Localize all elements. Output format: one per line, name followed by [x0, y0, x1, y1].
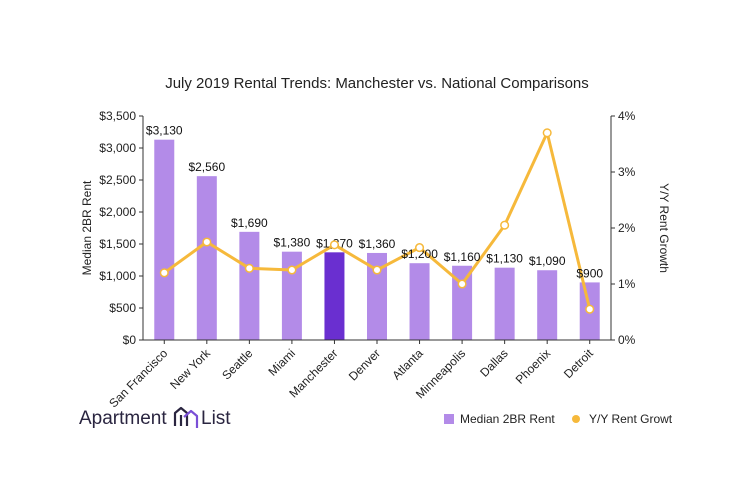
- legend-bar-swatch: [444, 414, 454, 424]
- bar-atlanta: [409, 263, 430, 340]
- x-tick-label: Atlanta: [389, 346, 426, 383]
- y-tick-label-right: 0%: [618, 333, 636, 347]
- bar-san-francisco: [154, 139, 175, 340]
- x-tick-label: New York: [167, 346, 213, 392]
- y-tick-label-right: 4%: [618, 109, 636, 123]
- bar-minneapolis: [452, 265, 473, 340]
- bar-value-label: $1,160: [444, 250, 481, 264]
- growth-point-seattle: [244, 263, 254, 273]
- x-tick-label: Dallas: [477, 346, 510, 379]
- bar-value-label: $1,090: [529, 254, 566, 268]
- bar-value-label: $900: [576, 266, 603, 280]
- apartment-list-logo-icon: [173, 406, 199, 428]
- legend: Median 2BR Rent Y/Y Rent Growt: [444, 412, 673, 426]
- growth-point-atlanta: [414, 243, 425, 253]
- y-tick-label-left: $0: [123, 333, 137, 347]
- growth-point-detroit: [585, 304, 595, 314]
- x-tick-label: Detroit: [561, 346, 596, 381]
- growth-point-phoenix: [542, 128, 552, 138]
- legend-label-bar: Median 2BR Rent: [460, 412, 555, 426]
- bar-phoenix: [537, 270, 558, 340]
- bar-new-york: [196, 176, 217, 340]
- bar-dallas: [494, 267, 515, 340]
- y-tick-label-left: $2,500: [99, 173, 136, 187]
- bar-denver: [367, 252, 387, 340]
- bar-value-label: $1,130: [486, 252, 523, 266]
- bar-value-label: $1,380: [274, 236, 311, 250]
- growth-point-minneapolis: [457, 279, 467, 289]
- bar-seattle: [239, 231, 260, 340]
- growth-point-new-york: [202, 237, 212, 247]
- growth-point-miami: [287, 265, 297, 275]
- y-axis-title-right: Y/Y Rent Growth: [657, 183, 671, 273]
- growth-point-denver: [372, 265, 382, 275]
- x-tick-label: Phoenix: [513, 346, 554, 387]
- legend-label-line: Y/Y Rent Growt: [589, 412, 673, 426]
- x-tick-label: Denver: [346, 346, 383, 383]
- brand-name-left: Apartment: [79, 408, 167, 429]
- x-tick-label: Miami: [266, 346, 299, 379]
- y-tick-label-right: 2%: [618, 221, 636, 235]
- bar-miami: [281, 251, 302, 340]
- bar-manchester: [324, 252, 345, 340]
- y-tick-label-right: 3%: [618, 165, 636, 179]
- bar-value-label: $1,360: [359, 237, 396, 251]
- brand-name-right: List: [201, 408, 231, 429]
- x-tick-label: San Francisco: [106, 346, 170, 410]
- growth-point-manchester: [329, 240, 340, 250]
- y-tick-label-left: $3,500: [99, 109, 136, 123]
- brand-logo: Apartment List: [79, 406, 231, 429]
- growth-point-dallas: [500, 220, 510, 230]
- chart-title: July 2019 Rental Trends: Manchester vs. …: [165, 75, 589, 92]
- legend-line-swatch: [572, 415, 580, 423]
- y-tick-label-left: $1,000: [99, 269, 136, 283]
- plot-area: $3,130$2,560$1,690$1,380$1,370$1,360$1,2…: [146, 124, 603, 340]
- y-tick-label-left: $3,000: [99, 141, 136, 155]
- growth-point-san-francisco: [159, 268, 169, 278]
- bar-value-label: $3,130: [146, 124, 183, 138]
- y-tick-label-left: $500: [109, 301, 136, 315]
- y-tick-label-left: $1,500: [99, 237, 136, 251]
- y-axis-title-left: Median 2BR Rent: [80, 180, 94, 275]
- x-tick-label: Seattle: [219, 346, 256, 383]
- bar-value-label: $2,560: [188, 160, 225, 174]
- bar-value-label: $1,690: [231, 216, 268, 230]
- y-tick-label-left: $2,000: [99, 205, 136, 219]
- bar-value-label: $1,200: [401, 247, 438, 261]
- y-tick-label-right: 1%: [618, 277, 636, 291]
